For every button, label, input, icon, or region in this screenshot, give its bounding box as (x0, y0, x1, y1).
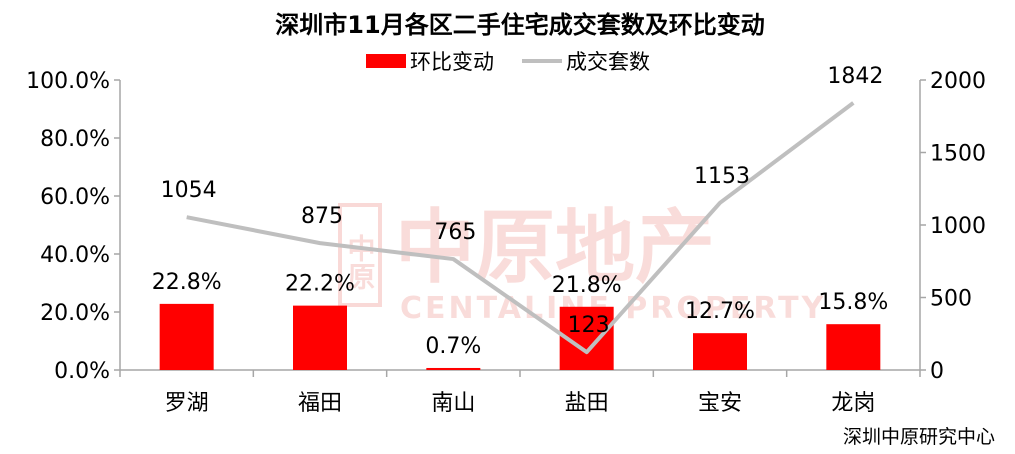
right-axis-ticks: 0 500 1000 1500 2000 (920, 69, 986, 384)
bar-data-label: 22.2% (285, 272, 355, 297)
bar (159, 303, 214, 370)
line-data-label: 1153 (694, 164, 750, 189)
watermark-seal-text: 中原 (344, 234, 377, 290)
line-data-label: 1842 (827, 64, 883, 89)
left-tick-label: 40.0% (40, 243, 110, 268)
left-tick-label: 20.0% (40, 301, 110, 326)
category-label: 福田 (298, 391, 342, 416)
bar (426, 367, 481, 370)
line-series: 1054 875 765 123 1153 1842 (161, 64, 883, 355)
right-tick-label: 500 (930, 287, 972, 312)
bar (693, 333, 747, 370)
category-labels: 罗湖 福田 南山 盐田 宝安 龙岗 (165, 391, 876, 416)
bar-data-label: 22.8% (152, 270, 222, 295)
bar-data-label: 21.8% (552, 273, 622, 298)
left-axis-ticks: 0.0% 20.0% 40.0% 60.0% 80.0% 100.0% (26, 69, 120, 384)
category-label: 龙岗 (831, 391, 875, 416)
legend: 环比变动 成交套数 (366, 50, 650, 74)
left-tick-label: 100.0% (26, 69, 110, 94)
legend-swatch-bar (366, 54, 406, 68)
left-tick-label: 80.0% (40, 127, 110, 152)
right-tick-label: 0 (930, 359, 944, 384)
right-tick-label: 1500 (930, 142, 986, 167)
left-tick-label: 60.0% (40, 185, 110, 210)
line-data-label: 875 (301, 204, 343, 229)
bar (826, 324, 881, 370)
category-label: 盐田 (565, 391, 609, 416)
left-tick-label: 0.0% (54, 359, 110, 384)
category-label: 南山 (431, 391, 475, 416)
line-data-label: 765 (434, 220, 476, 245)
bar-data-label: 0.7% (425, 334, 481, 359)
chart-title: 深圳市11月各区二手住宅成交套数及环比变动 (275, 11, 764, 39)
line-data-label: 1054 (161, 178, 217, 203)
watermark-cn: 中原地产 (395, 201, 715, 294)
bar-series: 22.8% 22.2% 0.7% 21.8% 12.7% 15.8% (152, 270, 888, 370)
bar-data-label: 12.7% (685, 299, 755, 324)
line-path (186, 101, 855, 355)
line-data-label: 123 (568, 313, 610, 338)
category-label: 宝安 (698, 391, 742, 416)
category-label: 罗湖 (165, 391, 209, 416)
bar-data-label: 15.8% (818, 290, 888, 315)
right-tick-label: 1000 (930, 214, 986, 239)
x-axis-ticks (119, 370, 921, 377)
source-note: 深圳中原研究中心 (843, 426, 995, 448)
watermark-seal (338, 203, 382, 307)
bar (293, 305, 347, 370)
legend-label-bar: 环比变动 (410, 50, 494, 74)
legend-label-line: 成交套数 (566, 50, 650, 74)
right-tick-label: 2000 (930, 69, 986, 94)
